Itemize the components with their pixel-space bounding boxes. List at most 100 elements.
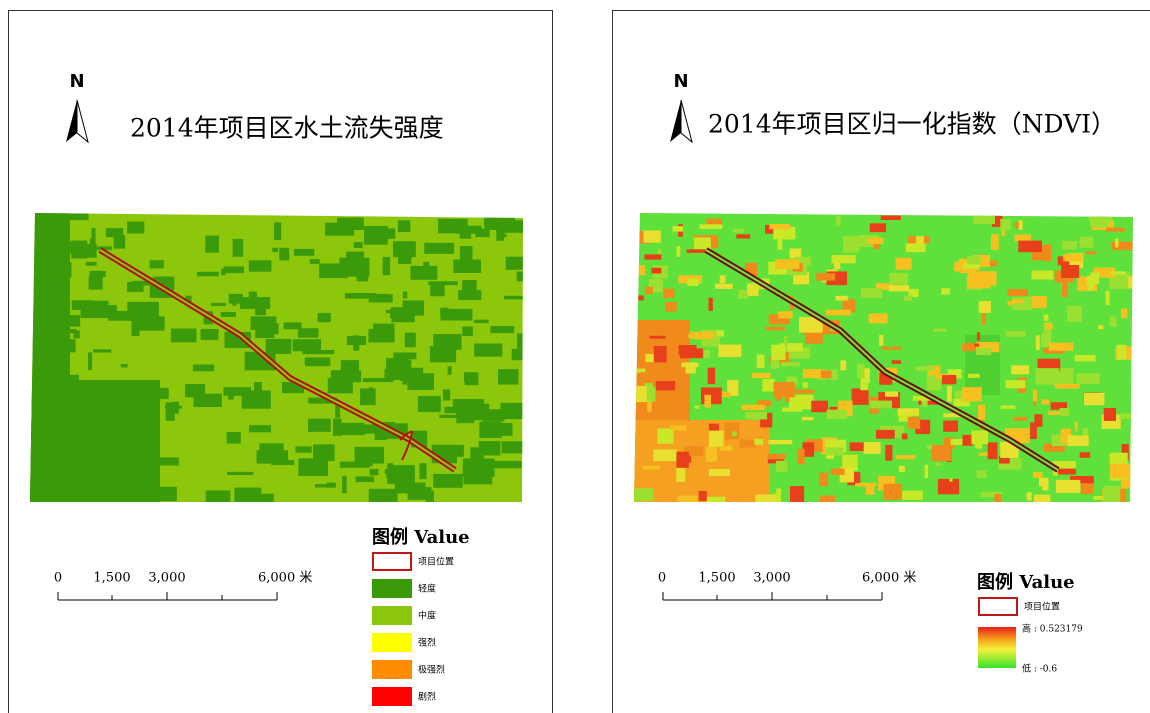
raster-patch — [1084, 393, 1105, 405]
raster-patch — [686, 365, 696, 374]
raster-patch — [419, 463, 426, 479]
raster-patch — [1103, 486, 1120, 502]
raster-patch — [720, 275, 726, 283]
raster-patch — [1006, 331, 1026, 337]
raster-patch — [502, 441, 525, 453]
raster-patch — [943, 421, 958, 432]
raster-patch — [1080, 452, 1090, 458]
legend-item: 中度 — [418, 610, 436, 622]
raster-patch — [754, 439, 763, 445]
raster-patch — [474, 320, 488, 323]
raster-patch — [1045, 324, 1052, 330]
raster-patch — [395, 480, 415, 493]
raster-patch — [1104, 408, 1116, 421]
raster-patch — [361, 270, 365, 274]
raster-patch — [868, 238, 884, 244]
raster-patch — [870, 223, 886, 232]
raster-patch — [718, 345, 741, 358]
raster-patch — [448, 366, 452, 374]
raster-patch — [967, 256, 980, 264]
raster-patch — [1056, 480, 1081, 493]
raster-patch — [699, 491, 707, 501]
raster-patch — [976, 348, 991, 355]
raster-patch — [92, 475, 115, 490]
raster-patch — [706, 447, 717, 462]
raster-patch — [634, 265, 645, 275]
raster-patch — [1049, 343, 1073, 351]
raster-patch — [127, 282, 144, 292]
raster-patch — [298, 328, 319, 338]
raster-patch — [490, 326, 514, 333]
raster-patch — [411, 266, 438, 280]
raster-patch — [150, 260, 164, 268]
raster-patch — [383, 257, 391, 275]
raster-patch — [1007, 289, 1027, 296]
raster-patch — [732, 431, 737, 436]
raster-patch — [1030, 422, 1037, 439]
raster-patch — [889, 285, 909, 291]
raster-patch — [197, 272, 219, 276]
raster-patch — [706, 497, 725, 504]
raster-patch — [1031, 271, 1053, 280]
raster-patch — [821, 370, 831, 378]
legend-swatch — [372, 660, 412, 679]
raster-patch — [173, 402, 179, 414]
raster-patch — [762, 379, 774, 391]
raster-patch — [908, 417, 920, 429]
raster-patch — [315, 484, 328, 487]
raster-patch — [736, 234, 750, 238]
raster-patch — [56, 339, 76, 352]
raster-patch — [1041, 399, 1049, 404]
legend-gradient — [978, 627, 1016, 668]
raster-patch — [860, 378, 868, 390]
raster-patch — [1111, 271, 1126, 274]
raster-patch — [1033, 472, 1042, 478]
raster-patch — [704, 395, 711, 408]
raster-patch — [106, 228, 123, 237]
raster-patch — [1013, 297, 1033, 310]
raster-patch — [108, 311, 132, 321]
raster-patch — [765, 327, 785, 331]
raster-patch — [676, 452, 688, 468]
raster-patch — [831, 468, 845, 474]
raster-patch — [825, 447, 843, 455]
raster-patch — [752, 373, 770, 378]
raster-patch — [795, 390, 814, 394]
raster-patch — [890, 273, 908, 285]
raster-patch — [470, 447, 483, 461]
raster-patch — [656, 381, 675, 390]
raster-patch — [701, 387, 722, 404]
raster-patch — [820, 495, 835, 505]
raster-patch — [1060, 408, 1069, 416]
raster-patch — [968, 374, 980, 378]
raster-patch — [386, 472, 414, 478]
raster-patch — [666, 302, 677, 311]
raster-patch — [803, 369, 824, 378]
raster-patch — [347, 336, 366, 345]
map-title: 2014年项目区水土流失强度 — [130, 114, 444, 143]
raster-patch — [72, 300, 93, 310]
raster-patch — [916, 366, 935, 370]
raster-patch — [954, 262, 959, 272]
raster-patch — [717, 330, 724, 336]
raster-patch — [155, 388, 169, 399]
raster-patch — [1061, 265, 1079, 278]
raster-patch — [677, 496, 697, 507]
raster-patch — [840, 360, 846, 370]
raster-patch — [973, 214, 994, 224]
raster-patch — [949, 478, 952, 481]
raster-patch — [40, 277, 57, 296]
raster-patch — [690, 332, 715, 339]
raster-patch — [211, 303, 226, 306]
raster-patch — [443, 389, 450, 400]
raster-patch — [843, 236, 859, 252]
raster-patch — [834, 262, 840, 269]
raster-patch — [742, 405, 765, 410]
raster-patch — [201, 329, 219, 340]
raster-patch — [941, 288, 950, 294]
raster-patch — [771, 345, 785, 360]
raster-patch — [900, 491, 923, 500]
raster-patch — [345, 293, 376, 299]
raster-patch — [768, 440, 792, 444]
legend-item: 项目位置 — [1024, 601, 1060, 613]
